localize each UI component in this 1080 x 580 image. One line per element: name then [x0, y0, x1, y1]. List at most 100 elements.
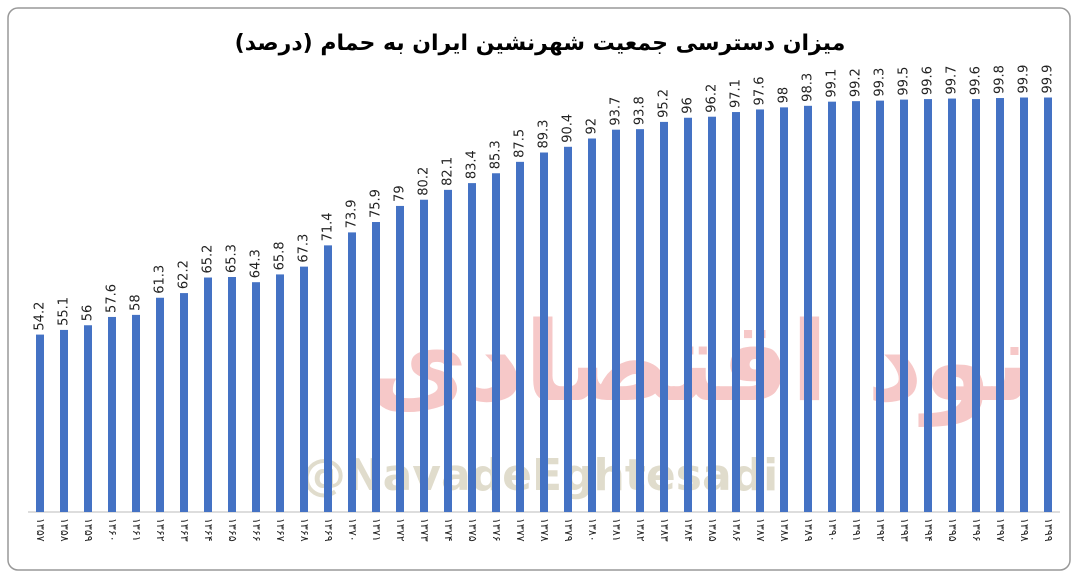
x-tick-label: ۱۳۷۸ [538, 518, 551, 542]
x-tick-label: ۱۳۶۱ [130, 518, 143, 542]
bar [108, 316, 116, 512]
x-tick-label: ۱۳۹۶ [970, 518, 983, 542]
value-label: 90.4 [561, 114, 576, 143]
x-tick-label: ۱۳۹۰ [826, 518, 839, 542]
bar [660, 121, 668, 513]
value-label: 97.6 [753, 76, 768, 105]
value-label: 99.9 [1041, 65, 1056, 94]
bar [876, 100, 884, 512]
x-tick-label: ۱۳۵۸ [58, 518, 71, 542]
x-tick-label: ۱۳۹۷ [994, 518, 1007, 542]
x-tick-label: ۱۳۶۰ [106, 518, 119, 542]
value-label: 96.2 [705, 84, 720, 113]
x-tick-label: ۱۳۷۳ [418, 518, 431, 542]
value-label: 83.4 [465, 150, 480, 179]
x-tick-label: ۱۳۷۰ [346, 518, 359, 542]
bar [36, 334, 44, 512]
x-tick-label: ۱۳۶۲ [154, 518, 167, 542]
x-tick-label: ۱۳۶۹ [322, 518, 335, 542]
x-tick-label: ۱۳۸۷ [754, 518, 767, 542]
x-tick-label: ۱۳۷۱ [370, 518, 383, 542]
x-tick-label: ۱۳۹۸ [1018, 518, 1031, 542]
value-label: 99.7 [945, 66, 960, 95]
x-tick-label: ۱۳۶۳ [178, 518, 191, 542]
bar [972, 99, 980, 512]
value-label: 64.3 [249, 249, 264, 278]
value-label: 79 [393, 185, 408, 202]
bar [156, 297, 164, 512]
x-tick-label: ۱۳۵۹ [82, 518, 95, 542]
bar [1020, 97, 1028, 513]
value-label: 92 [585, 118, 600, 135]
bar [300, 266, 308, 512]
value-label: 99.6 [921, 66, 936, 95]
bar [324, 245, 332, 513]
x-tick-label: ۱۳۸۴ [682, 518, 695, 542]
value-label: 80.2 [417, 167, 432, 196]
bar [132, 314, 140, 512]
x-tick-label: ۱۳۸۱ [610, 518, 623, 542]
x-tick-label: ۱۳۹۴ [922, 518, 935, 542]
bar [708, 116, 716, 513]
x-tick-label: ۱۳۷۷ [514, 518, 527, 542]
value-label: 98 [777, 87, 792, 104]
value-label: 82.1 [441, 157, 456, 186]
value-label: 99.5 [897, 67, 912, 96]
value-label: 93.7 [609, 97, 624, 126]
x-tick-label: ۱۳۹۵ [946, 518, 959, 542]
x-tick-label: ۱۳۹۲ [874, 518, 887, 542]
value-label: 95.2 [657, 89, 672, 118]
bar [900, 99, 908, 512]
chart-title: میزان دسترسی جمعیت شهرنشین ایران به حمام… [235, 31, 846, 56]
value-label: 65.2 [201, 245, 216, 274]
value-label: 99.6 [969, 66, 984, 95]
value-label: 99.9 [1017, 65, 1032, 94]
value-label: 61.3 [153, 265, 168, 294]
bar [372, 222, 380, 513]
x-tick-label: ۱۳۹۱ [850, 518, 863, 542]
value-label: 58 [129, 294, 144, 311]
x-tick-label: ۱۳۸۶ [730, 518, 743, 542]
bar [924, 99, 932, 512]
bar [516, 161, 524, 512]
x-tick-label: ۱۳۹۹ [1042, 518, 1055, 542]
bar [252, 282, 260, 512]
bar [444, 189, 452, 512]
bar [348, 232, 356, 513]
x-tick-label: ۱۳۷۲ [394, 518, 407, 542]
bar [636, 129, 644, 512]
bar [228, 277, 236, 512]
bar [996, 98, 1004, 512]
bar [180, 293, 188, 512]
bar [612, 129, 620, 512]
x-tick-label: ۱۳۷۹ [562, 518, 575, 542]
value-label: 98.3 [801, 73, 816, 102]
bar [84, 325, 92, 512]
value-label: 67.3 [297, 234, 312, 263]
x-tick-label: ۱۳۹۳ [898, 518, 911, 542]
value-label: 65.8 [273, 241, 288, 270]
watermark-logo: نود اقتصادی [367, 298, 1034, 427]
x-tick-label: ۱۳۶۶ [250, 518, 263, 542]
value-label: 99.2 [849, 68, 864, 97]
value-label: 62.2 [177, 260, 192, 289]
bar [420, 199, 428, 512]
bar [396, 205, 404, 512]
bar [804, 105, 812, 512]
x-tick-label: ۱۳۶۵ [226, 518, 239, 542]
value-label: 75.9 [369, 189, 384, 218]
value-label: 55.1 [57, 297, 72, 326]
x-tick-label: ۱۳۸۸ [778, 518, 791, 542]
value-label: 71.4 [321, 212, 336, 241]
x-tick-label: ۱۳۸۳ [658, 518, 671, 542]
bar [276, 274, 284, 512]
value-label: 96 [681, 97, 696, 114]
value-label: 97.1 [729, 79, 744, 108]
x-tick-label: ۱۳۸۲ [634, 518, 647, 542]
value-label: 99.1 [825, 69, 840, 98]
value-label: 57.6 [105, 284, 120, 313]
value-label: 87.5 [513, 129, 528, 158]
x-tick-label: ۱۳۶۴ [202, 518, 215, 542]
bar [540, 152, 548, 512]
x-tick-label: ۱۳۸۵ [706, 518, 719, 542]
